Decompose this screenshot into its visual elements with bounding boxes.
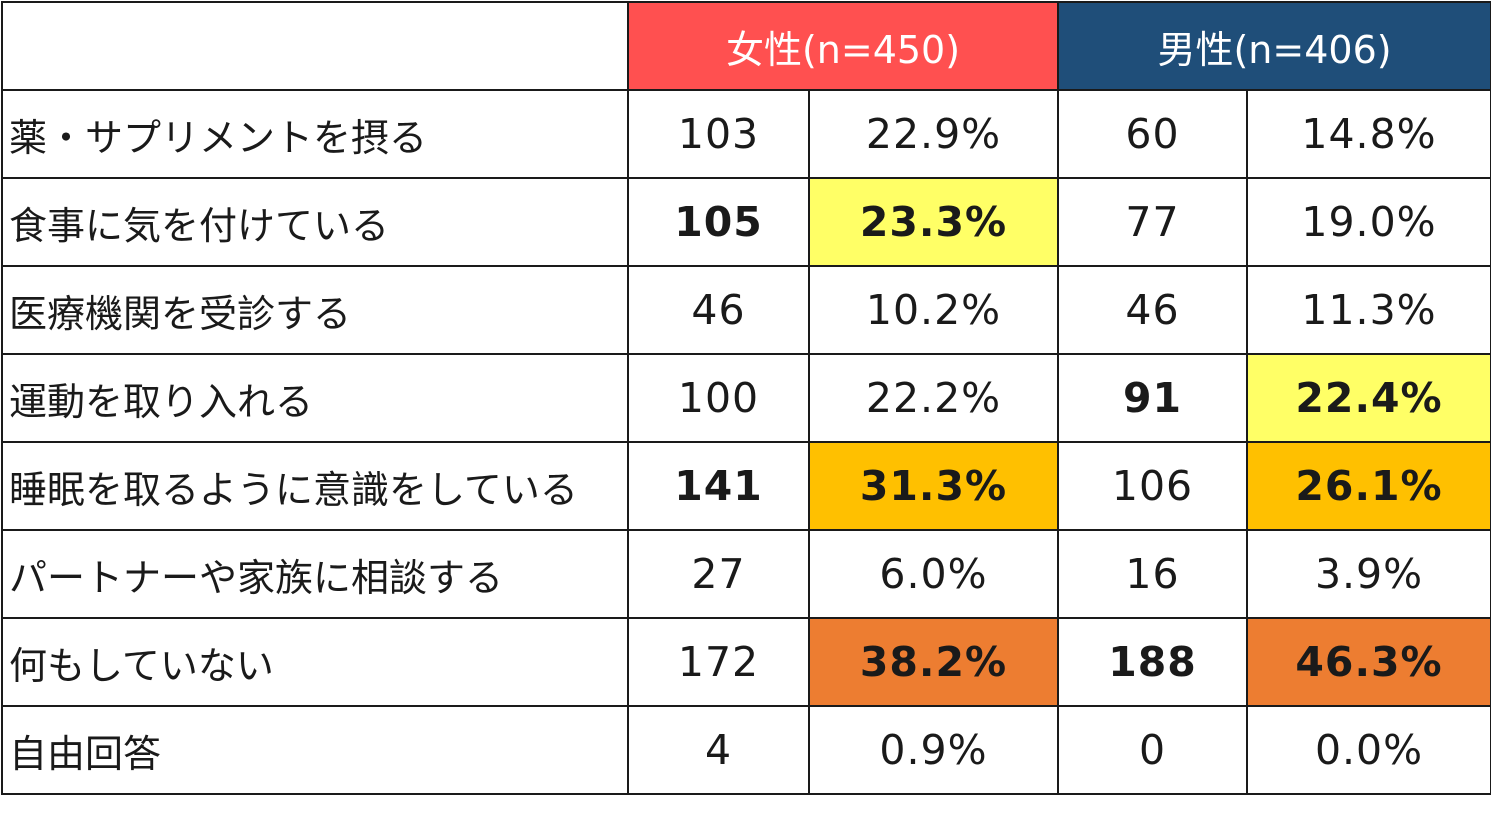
female-group-header: 女性(n=450)	[626, 1, 1060, 91]
male-percent-cell: 19.0%	[1246, 177, 1491, 267]
male-percent-cell: 14.8%	[1246, 89, 1491, 179]
female-percent-cell: 0.9%	[807, 705, 1060, 795]
female-count-cell: 4	[627, 705, 810, 795]
row-label: パートナーや家族に相談する	[1, 529, 629, 619]
male-percent-cell: 0.0%	[1246, 705, 1491, 795]
female-percent-cell: 22.9%	[807, 89, 1060, 179]
male-count-cell: 77	[1057, 177, 1249, 267]
female-count-cell: 141	[627, 441, 810, 531]
female-count-cell: 100	[627, 353, 810, 443]
table-row: パートナーや家族に相談する 27 6.0% 16 3.9%	[1, 529, 1491, 619]
table-row: 自由回答 4 0.9% 0 0.0%	[1, 705, 1491, 795]
male-percent-cell: 3.9%	[1246, 529, 1491, 619]
female-count-cell: 172	[627, 617, 810, 707]
male-count-cell: 91	[1057, 353, 1249, 443]
male-count-cell: 0	[1057, 705, 1249, 795]
male-count-cell: 60	[1057, 89, 1249, 179]
male-count-cell: 106	[1057, 441, 1249, 531]
row-label: 何もしていない	[1, 617, 629, 707]
male-count-cell: 188	[1057, 617, 1249, 707]
male-count-cell: 46	[1057, 265, 1249, 355]
female-count-cell: 46	[627, 265, 810, 355]
male-percent-cell: 22.4%	[1246, 353, 1491, 443]
female-percent-cell: 38.2%	[807, 617, 1060, 707]
male-percent-cell: 26.1%	[1246, 441, 1491, 531]
table-body: 薬・サプリメントを摂る 103 22.9% 60 14.8% 食事に気を付けている 105 2…	[1, 89, 1491, 795]
female-count-cell: 27	[627, 529, 810, 619]
header-row: 女性(n=450) 男性(n=406)	[1, 1, 1491, 91]
table-row: 医療機関を受診する 46 10.2% 46 11.3%	[1, 265, 1491, 355]
male-percent-cell: 11.3%	[1246, 265, 1491, 355]
table-row: 薬・サプリメントを摂る 103 22.9% 60 14.8%	[1, 89, 1491, 179]
row-label: 自由回答	[1, 705, 629, 795]
female-count-cell: 105	[627, 177, 810, 267]
female-percent-cell: 23.3%	[807, 177, 1060, 267]
table-row: 何もしていない 172 38.2% 188 46.3%	[1, 617, 1491, 707]
male-group-header: 男性(n=406)	[1057, 1, 1491, 91]
corner-cell	[1, 1, 629, 91]
row-label: 運動を取り入れる	[1, 353, 629, 443]
row-label: 食事に気を付けている	[1, 177, 629, 267]
table-row: 運動を取り入れる 100 22.2% 91 22.4%	[1, 353, 1491, 443]
table-row: 食事に気を付けている 105 23.3% 77 19.0%	[1, 177, 1491, 267]
row-label: 薬・サプリメントを摂る	[1, 89, 629, 179]
female-percent-cell: 6.0%	[807, 529, 1060, 619]
female-percent-cell: 22.2%	[807, 353, 1060, 443]
female-count-cell: 103	[627, 89, 810, 179]
table-row: 睡眠を取るように意識をしている 141 31.3% 106 26.1%	[1, 441, 1491, 531]
male-count-cell: 16	[1057, 529, 1249, 619]
female-percent-cell: 31.3%	[807, 441, 1060, 531]
male-percent-cell: 46.3%	[1246, 617, 1491, 707]
results-table: 女性(n=450) 男性(n=406) 薬・サプリメントを摂る 103 22.9% 6…	[1, 1, 1491, 795]
row-label: 医療機関を受診する	[1, 265, 629, 355]
row-label: 睡眠を取るように意識をしている	[1, 441, 629, 531]
female-percent-cell: 10.2%	[807, 265, 1060, 355]
